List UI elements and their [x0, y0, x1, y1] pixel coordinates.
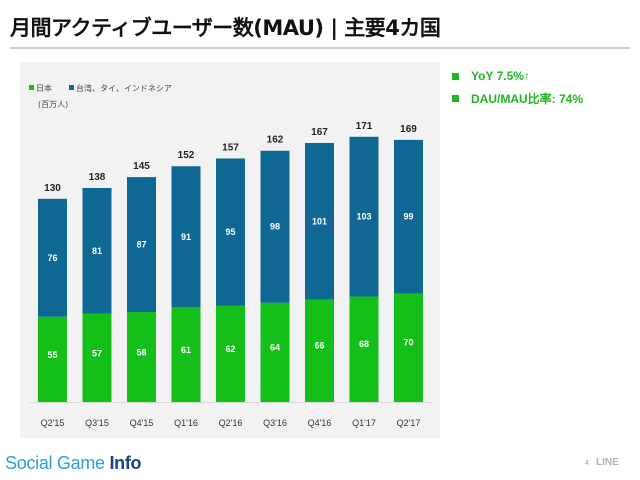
data-label-total: 171: [356, 121, 373, 132]
mau-chart-svg: 日本 台湾、タイ、インドネシア (百万人) 55 76 130 Q2'15 57 81 138 Q3…: [29, 83, 432, 428]
data-label-others: 103: [356, 212, 371, 222]
data-label-japan: 68: [359, 339, 369, 349]
x-tick-label: Q1'17: [352, 418, 376, 428]
bar-others: [82, 187, 112, 314]
data-label-total: 145: [133, 161, 150, 172]
data-label-japan: 57: [92, 348, 102, 358]
data-label-others: 87: [136, 240, 146, 250]
data-label-total: 167: [311, 127, 328, 138]
legend-label-1: 台湾、タイ、インドネシア: [76, 83, 172, 93]
data-label-total: 157: [222, 142, 239, 153]
bar-japan: [260, 302, 290, 402]
brand-mark: LINE: [596, 457, 619, 468]
data-label-japan: 55: [47, 350, 57, 360]
bar-japan: [127, 312, 156, 402]
x-tick-label: Q4'16: [308, 418, 332, 428]
data-label-japan: 58: [136, 348, 146, 358]
footer-logo-bold: Info: [109, 453, 142, 473]
data-label-total: 152: [178, 150, 195, 161]
bar-japan: [82, 313, 112, 402]
bar-others: [260, 150, 290, 303]
bar-japan: [171, 307, 201, 402]
bar-japan: [349, 296, 379, 402]
bar-others: [394, 139, 423, 294]
data-label-total: 130: [44, 183, 61, 194]
bar-others: [38, 198, 67, 317]
key-point-dau-mau: DAU/MAU比率: 74%: [452, 88, 583, 108]
x-tick-label: Q2'15: [41, 418, 65, 428]
footer-logo-light: Social Game: [5, 453, 110, 473]
bar-japan: [38, 316, 67, 402]
key-point-text: YoY 7.5%↑: [471, 69, 530, 83]
bar-others: [127, 177, 156, 313]
title-divider: [10, 47, 630, 49]
data-label-japan: 61: [181, 345, 191, 355]
x-tick-label: Q4'15: [130, 418, 154, 428]
mau-chart: 日本 台湾、タイ、インドネシア (百万人) 55 76 130 Q2'15 57 81 138 Q3…: [20, 62, 440, 438]
key-point-text: DAU/MAU比率: 74%: [471, 91, 584, 106]
data-label-others: 76: [47, 253, 57, 263]
legend-swatch-0: [29, 85, 34, 90]
page-number: 4: [585, 460, 589, 467]
page-title: 月間アクティブユーザー数(MAU) | 主要4カ国: [10, 16, 441, 40]
y-axis-unit-label: (百万人): [38, 100, 68, 109]
data-label-others: 98: [270, 222, 280, 232]
bullet-square-icon: [452, 94, 459, 102]
data-label-japan: 66: [314, 341, 324, 351]
data-label-japan: 64: [270, 342, 280, 352]
footer-logo: Social Game Info: [5, 453, 142, 474]
data-label-total: 162: [267, 135, 284, 146]
data-label-total: 169: [400, 124, 417, 135]
x-tick-label: Q2'16: [219, 418, 243, 428]
bar-japan: [305, 299, 334, 402]
key-point-yoy: YoY 7.5%↑: [452, 66, 583, 86]
bar-others: [171, 166, 201, 308]
legend-label-0: 日本: [36, 83, 52, 93]
data-label-total: 138: [89, 172, 106, 183]
bullet-square-icon: [452, 72, 459, 80]
key-points: YoY 7.5%↑ DAU/MAU比率: 74%: [452, 66, 583, 110]
legend-swatch-1: [69, 85, 74, 90]
bar-others: [305, 142, 334, 300]
x-tick-label: Q3'15: [85, 418, 109, 428]
data-label-others: 95: [225, 227, 235, 237]
x-tick-label: Q2'17: [397, 418, 421, 428]
bar-japan: [216, 305, 245, 402]
data-label-others: 101: [312, 216, 327, 226]
x-tick-label: Q3'16: [263, 418, 287, 428]
bar-others: [349, 136, 379, 297]
bar-japan: [394, 293, 423, 402]
x-tick-label: Q1'16: [174, 418, 198, 428]
data-label-others: 81: [92, 246, 102, 256]
data-label-others: 91: [181, 232, 191, 242]
data-label-others: 99: [403, 212, 413, 222]
data-label-japan: 70: [403, 337, 413, 347]
bar-others: [216, 158, 245, 306]
data-label-japan: 62: [225, 344, 235, 354]
